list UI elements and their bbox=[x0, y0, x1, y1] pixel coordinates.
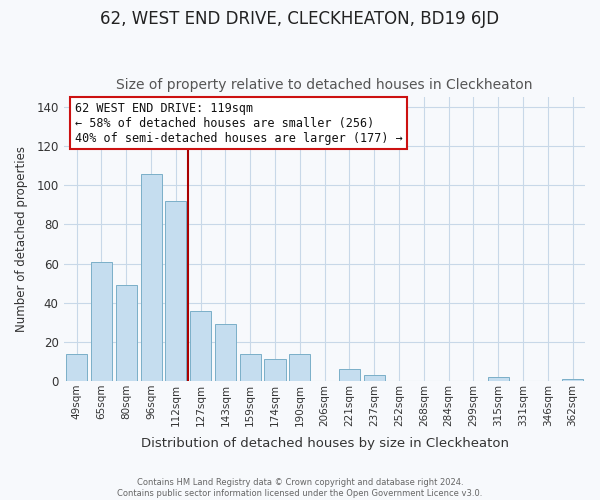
Text: 62 WEST END DRIVE: 119sqm
← 58% of detached houses are smaller (256)
40% of semi: 62 WEST END DRIVE: 119sqm ← 58% of detac… bbox=[74, 102, 403, 144]
X-axis label: Distribution of detached houses by size in Cleckheaton: Distribution of detached houses by size … bbox=[140, 437, 509, 450]
Bar bbox=[140, 174, 161, 381]
Bar bbox=[289, 354, 310, 381]
Bar bbox=[215, 324, 236, 381]
Text: 62, WEST END DRIVE, CLECKHEATON, BD19 6JD: 62, WEST END DRIVE, CLECKHEATON, BD19 6J… bbox=[100, 10, 500, 28]
Title: Size of property relative to detached houses in Cleckheaton: Size of property relative to detached ho… bbox=[116, 78, 533, 92]
Bar bbox=[91, 262, 112, 381]
Bar bbox=[240, 354, 261, 381]
Y-axis label: Number of detached properties: Number of detached properties bbox=[15, 146, 28, 332]
Bar bbox=[562, 379, 583, 381]
Bar bbox=[190, 310, 211, 381]
Bar bbox=[166, 201, 187, 381]
Bar bbox=[364, 375, 385, 381]
Bar bbox=[66, 354, 87, 381]
Bar bbox=[116, 285, 137, 381]
Bar bbox=[339, 369, 360, 381]
Text: Contains HM Land Registry data © Crown copyright and database right 2024.
Contai: Contains HM Land Registry data © Crown c… bbox=[118, 478, 482, 498]
Bar bbox=[265, 360, 286, 381]
Bar bbox=[488, 377, 509, 381]
